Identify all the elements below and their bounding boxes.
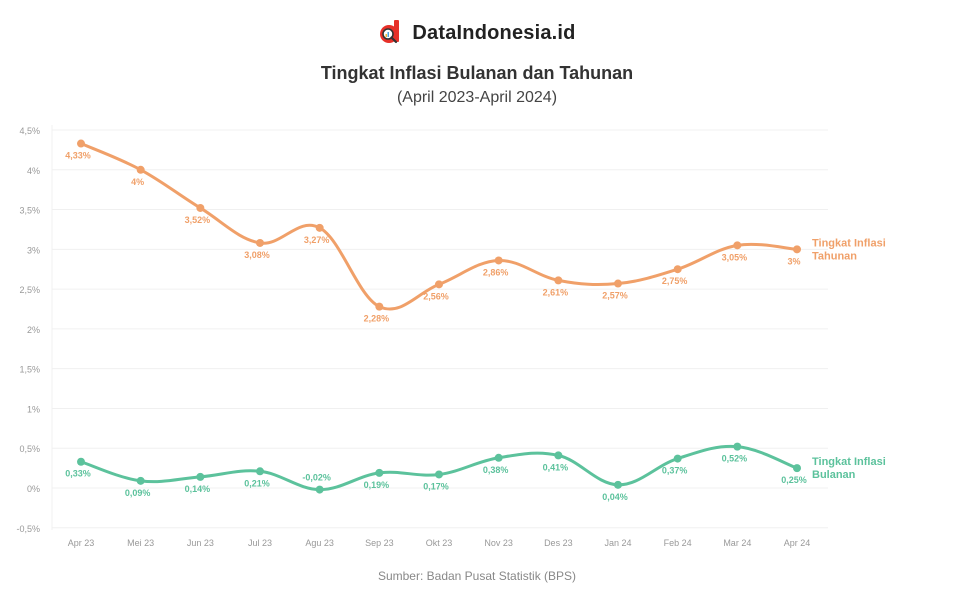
data-label: 0,04% — [602, 492, 628, 502]
data-label: 2,75% — [662, 276, 688, 286]
y-tick-label: 4% — [27, 166, 40, 176]
data-point[interactable] — [315, 223, 324, 232]
data-label: 4% — [131, 177, 144, 187]
x-tick-label: Apr 24 — [784, 538, 811, 548]
data-label: 3,27% — [304, 235, 330, 245]
data-point[interactable] — [733, 442, 742, 451]
data-point[interactable] — [793, 245, 801, 254]
data-label: 0,33% — [65, 469, 91, 479]
data-point[interactable] — [733, 241, 742, 250]
data-point[interactable] — [435, 470, 443, 479]
x-tick-label: Apr 23 — [68, 538, 95, 548]
y-tick-label: 3% — [27, 245, 40, 255]
data-point[interactable] — [77, 139, 85, 148]
data-point[interactable] — [315, 485, 324, 494]
chart-title: Tingkat Inflasi Bulanan dan Tahunan — [320, 63, 634, 83]
data-point[interactable] — [77, 457, 85, 466]
data-point[interactable] — [494, 256, 503, 265]
data-label: 3,08% — [244, 250, 270, 260]
data-label: 2,56% — [423, 291, 449, 301]
data-point[interactable] — [435, 280, 443, 289]
data-point[interactable] — [554, 451, 563, 460]
data-point[interactable] — [614, 279, 622, 288]
data-point[interactable] — [614, 480, 622, 489]
y-tick-label: 1% — [27, 404, 40, 414]
data-label: 3% — [787, 256, 800, 266]
series-label: Tingkat Inflasi — [812, 237, 886, 249]
y-axis: -0,5% 0% 0,5% 1% 1,5% 2% 2,5% 3% 3,5% 4% 4,5% — [16, 126, 40, 534]
data-point[interactable] — [375, 468, 384, 477]
x-tick-label: Jun 23 — [187, 538, 214, 548]
series-label: Bulanan — [812, 469, 856, 481]
data-point[interactable] — [256, 467, 264, 476]
data-indonesia-logo-icon — [380, 20, 400, 44]
source-note: Sumber: Badan Pusat Statistik (BPS) — [377, 569, 577, 583]
x-tick-label: Mei 23 — [127, 538, 154, 548]
data-point[interactable] — [136, 165, 145, 174]
data-point[interactable] — [256, 238, 264, 247]
data-point[interactable] — [196, 203, 205, 212]
x-tick-label: Jul 23 — [248, 538, 272, 548]
data-label: 0,25% — [781, 475, 807, 485]
brand-header: DataIndonesia.id — [0, 20, 954, 46]
y-tick-label: -0,5% — [16, 524, 40, 534]
data-point[interactable] — [136, 476, 145, 485]
x-tick-label: Des 23 — [544, 538, 573, 548]
data-label: 0,52% — [722, 454, 748, 464]
data-label: 2,28% — [364, 314, 390, 324]
data-label: 2,61% — [543, 287, 569, 297]
data-point[interactable] — [673, 265, 682, 274]
series-annual-inflation: 4,33% 4% 3,52% 3,08% 3,27% 2,28% 2,56% 2,86% 2,6… — [65, 139, 886, 324]
data-point[interactable] — [375, 302, 384, 311]
data-point[interactable] — [494, 453, 503, 462]
data-label: 3,05% — [722, 252, 748, 262]
y-tick-label: 2% — [27, 325, 40, 335]
data-label: 0,38% — [483, 465, 509, 475]
x-tick-label: Mar 24 — [723, 538, 751, 548]
brand-name: DataIndonesia.id — [412, 21, 576, 44]
x-tick-label: Agu 23 — [305, 538, 334, 548]
data-label: 2,57% — [602, 291, 628, 301]
data-point[interactable] — [196, 472, 205, 481]
chart-grid — [51, 125, 828, 530]
data-label: 0,41% — [543, 462, 569, 472]
data-label: 3,52% — [185, 215, 211, 225]
data-label: 0,37% — [662, 466, 688, 476]
x-tick-label: Nov 23 — [484, 538, 513, 548]
x-tick-label: Jan 24 — [604, 538, 631, 548]
x-axis: Apr 23 Mei 23 Jun 23 Jul 23 Agu 23 Sep 23 Okt … — [68, 538, 811, 548]
y-tick-label: 0,5% — [19, 444, 40, 454]
series-label: Tingkat Inflasi — [812, 456, 886, 468]
data-point[interactable] — [793, 464, 801, 473]
data-label: -0,02% — [302, 473, 331, 483]
data-label: 0,09% — [125, 488, 151, 498]
data-label: 4,33% — [65, 151, 91, 161]
chart-series: 4,33% 4% 3,52% 3,08% 3,27% 2,28% 2,56% 2,86% 2,6… — [65, 139, 886, 502]
data-label: 2,86% — [483, 267, 509, 277]
x-tick-label: Feb 24 — [664, 538, 692, 548]
data-label: 0,21% — [244, 478, 270, 488]
y-tick-label: 0% — [27, 484, 40, 494]
data-label: 0,14% — [185, 484, 211, 494]
data-point[interactable] — [554, 276, 563, 285]
data-label: 0,19% — [364, 480, 390, 490]
y-tick-label: 2,5% — [19, 285, 40, 295]
data-label: 0,17% — [423, 481, 449, 491]
data-point[interactable] — [673, 454, 682, 463]
chart-subtitle: (April 2023-April 2024) — [396, 89, 558, 106]
series-label: Tahunan — [812, 250, 857, 262]
y-tick-label: 4,5% — [19, 126, 40, 136]
series-monthly-inflation: 0,33% 0,09% 0,14% 0,21% -0,02% 0,19% 0,17% 0,38… — [65, 442, 886, 502]
y-tick-label: 3,5% — [19, 206, 40, 216]
x-tick-label: Okt 23 — [426, 538, 453, 548]
x-tick-label: Sep 23 — [365, 538, 394, 548]
y-tick-label: 1,5% — [19, 365, 40, 375]
